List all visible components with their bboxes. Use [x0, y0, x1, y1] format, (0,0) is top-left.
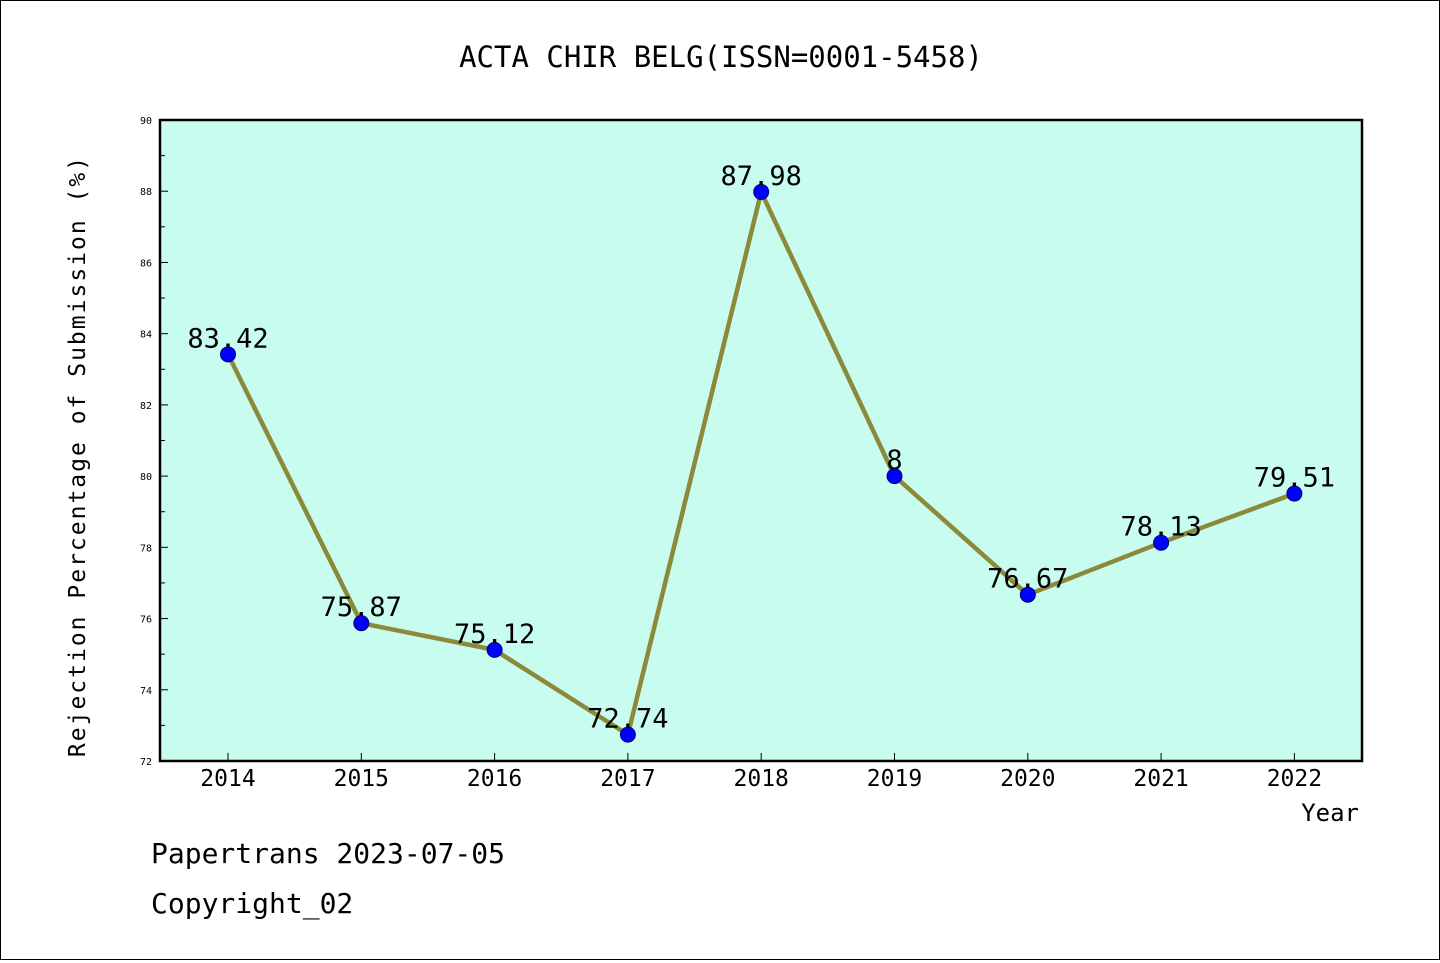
- y-tick-label: 84: [140, 330, 152, 341]
- data-label: 76.67: [987, 564, 1068, 595]
- y-tick-label: 76: [140, 615, 152, 626]
- data-point: [886, 468, 903, 485]
- x-tick-label: 2016: [467, 766, 522, 792]
- x-axis: 2014 2015 2016 2017 2018 2019 2020 2021 2022: [200, 753, 1322, 792]
- y-tick-label: 80: [140, 472, 152, 483]
- data-label: 75.87: [321, 592, 402, 623]
- data-point: [220, 346, 236, 363]
- x-tick-label: 2015: [334, 766, 389, 792]
- data-label: 8: [886, 445, 902, 476]
- x-tick-label: 2019: [867, 766, 922, 792]
- x-tick-label: 2014: [200, 766, 255, 792]
- data-point: [1286, 485, 1303, 502]
- x-axis-label: Year: [1301, 799, 1359, 827]
- data-point: [1019, 586, 1036, 603]
- plot-area: [158, 118, 1364, 763]
- data-label: 79.51: [1254, 463, 1335, 494]
- data-point: [353, 615, 370, 632]
- data-point: [486, 641, 503, 658]
- y-tick-label: 72: [140, 757, 152, 768]
- y-tick-label: 74: [140, 686, 152, 697]
- data-label: 87.98: [721, 161, 802, 192]
- x-tick-label: 2022: [1267, 766, 1322, 792]
- y-tick-label: 88: [140, 187, 152, 198]
- y-tick-label: 90: [140, 116, 152, 127]
- x-tick-label: 2021: [1133, 766, 1188, 792]
- x-tick-label: 2018: [734, 766, 789, 792]
- y-tick-label: 86: [140, 258, 152, 269]
- data-label: 72.74: [587, 704, 668, 735]
- chart-title: ACTA CHIR BELG(ISSN=0001-5458): [459, 40, 983, 74]
- x-tick-label: 2020: [1000, 766, 1055, 792]
- data-label: 75.12: [454, 619, 535, 650]
- data-point: [1153, 534, 1170, 551]
- footer-copyright: Copyright_02: [151, 887, 354, 920]
- data-point: [753, 183, 770, 200]
- footer-source: Papertrans 2023-07-05: [151, 837, 506, 870]
- y-tick-label: 78: [140, 543, 152, 554]
- y-tick-label: 82: [140, 401, 152, 412]
- y-axis-label: Rejection Percentage of Submission (%): [65, 155, 91, 757]
- x-tick-label: 2017: [600, 766, 655, 792]
- data-point: [619, 726, 636, 743]
- y-axis: 72 74 76 78 80 82 84 86 88 90: [140, 116, 168, 768]
- series-line: 83.42 75.87 75.12 72.74 87.98 8 76.67 78.13 79.5…: [187, 161, 1335, 743]
- data-label: 83.42: [187, 323, 268, 354]
- data-label: 78.13: [1120, 512, 1201, 543]
